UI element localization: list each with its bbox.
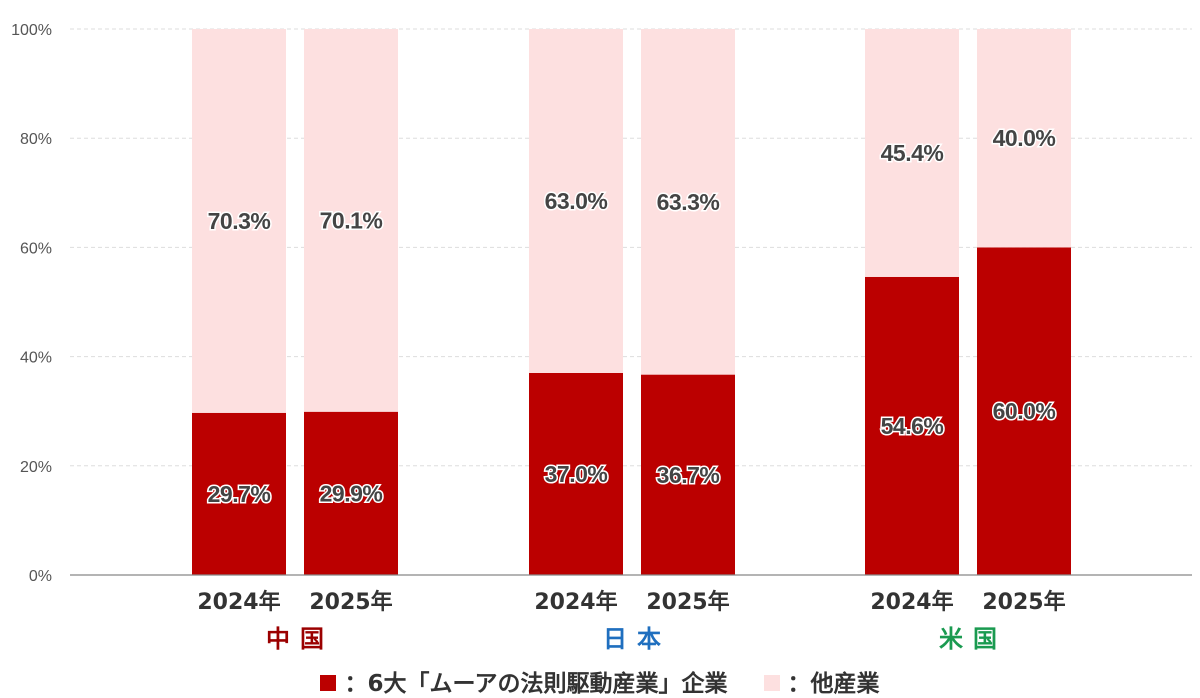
y-tick-label: 60% <box>20 240 52 257</box>
data-label-other: 63.0% <box>545 188 608 214</box>
data-label-other: 70.1% <box>320 207 383 233</box>
bar-segment-other <box>529 29 623 373</box>
data-label-other: 63.3% <box>657 189 720 215</box>
x-tick-label: 2024年 <box>534 589 617 615</box>
data-label-other: 45.4% <box>881 140 944 166</box>
legend-label-other: ：他産業 <box>787 671 880 697</box>
data-label-primary: 36.7% <box>657 462 720 488</box>
y-axis-ticks: 0% 20% 40% 60% 80% 100% <box>11 22 52 585</box>
bar-segment-primary <box>977 247 1071 575</box>
data-label-other: 70.3% <box>208 208 271 234</box>
x-tick-label: 2024年 <box>197 589 280 615</box>
group-label: 米国 <box>939 625 1007 653</box>
bar-segment-other <box>192 29 286 413</box>
bar-segment-primary <box>304 411 398 575</box>
y-tick-label: 20% <box>20 459 52 476</box>
data-label-primary: 54.6% <box>881 413 944 439</box>
y-tick-label: 100% <box>11 22 52 39</box>
bar-segment-other <box>641 29 735 375</box>
data-label-primary: 29.9% <box>320 480 383 506</box>
data-labels: 29.7% 70.3% 29.9% 70.1% 37.0% 63.0% 36.7% 63.3%… <box>206 124 1057 509</box>
y-tick-label: 0% <box>29 568 52 585</box>
x-tick-label: 2025年 <box>646 589 729 615</box>
bars <box>192 29 1071 575</box>
x-tick-label: 2024年 <box>870 589 953 615</box>
bar-segment-primary <box>865 276 959 575</box>
y-tick-label: 80% <box>20 131 52 148</box>
x-tick-label: 2025年 <box>982 589 1065 615</box>
legend-item-primary: ：6大「ムーアの法則駆動産業」企業 <box>320 664 728 698</box>
legend-item-other: ：他産業 <box>763 664 880 698</box>
bar-segment-other <box>304 29 398 412</box>
legend-swatch-primary <box>320 674 337 691</box>
y-tick-label: 40% <box>20 350 52 367</box>
data-label-primary: 60.0% <box>993 398 1056 424</box>
group-label: 中国 <box>266 625 334 653</box>
legend: ：6大「ムーアの法則駆動産業」企業 ：他産業 <box>0 664 1200 698</box>
bar-segment-primary <box>641 374 735 575</box>
legend-swatch-other <box>763 674 780 691</box>
bar-segment-primary <box>529 372 623 575</box>
data-label-primary: 29.7% <box>208 481 271 507</box>
data-label-primary: 37.0% <box>545 461 608 487</box>
bar-segment-other <box>977 29 1071 248</box>
data-label-other: 40.0% <box>993 125 1056 151</box>
bar-segment-primary <box>192 412 286 575</box>
group-label: 日本 <box>603 625 671 653</box>
x-tick-label: 2025年 <box>309 589 392 615</box>
legend-label-primary: ：6大「ムーアの法則駆動産業」企業 <box>344 671 728 697</box>
bar-segment-other <box>865 29 959 277</box>
